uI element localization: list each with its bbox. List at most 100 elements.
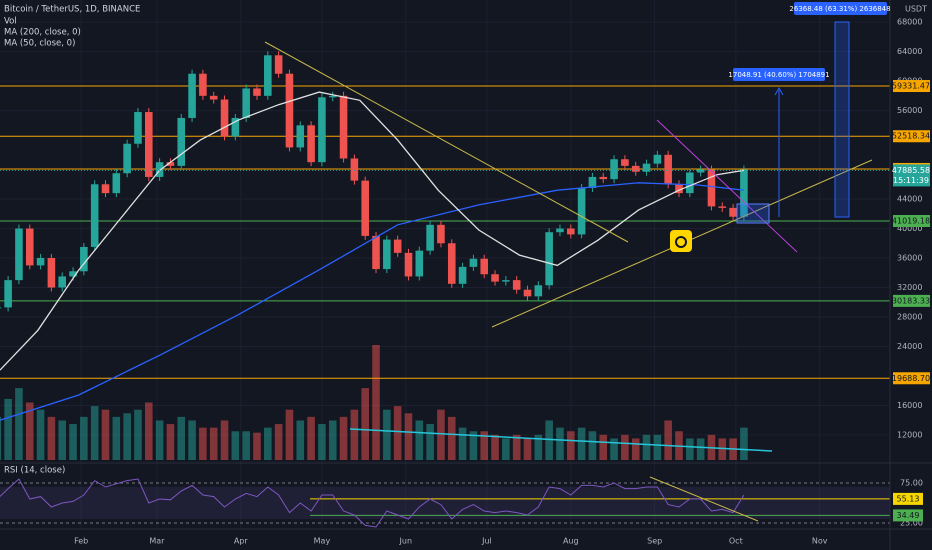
candle [177,117,186,166]
level-label: 59331.47 [892,82,930,91]
volume-bar [15,388,23,460]
candle [675,184,683,194]
candle [296,125,305,148]
volume-bar [567,431,575,460]
volume-bar [383,409,391,460]
measure-label-bg [794,2,887,15]
volume-bar [328,420,337,460]
y-tick-label: 12000 [897,430,922,439]
candle [134,112,142,144]
volume-bar [404,413,413,460]
volume-bar [480,431,489,460]
volume-bar [350,409,359,460]
y-tick-label: 36000 [897,254,922,263]
volume-bar [523,438,532,460]
x-tick-label: Jun [399,537,413,546]
volume-bar [718,438,727,460]
currency: USDT [905,5,927,14]
x-tick-label: Sep [647,537,662,546]
volume-bar [393,406,402,460]
y-tick-label: 40000 [897,224,922,233]
volume-bar [177,416,186,460]
volume-bar [253,432,261,460]
candle [285,73,294,148]
measure-box [834,21,850,218]
volume-bar [274,424,283,460]
level-label-bg [893,215,930,228]
volume-bar [69,424,77,460]
candle [664,154,672,185]
symbol-title: Bitcoin / TetherUS, 1D, BINANCE [4,5,140,15]
candle [621,159,629,166]
volume-bar [134,409,142,460]
trendline [264,41,629,243]
rsi-level-bg [893,509,923,522]
x-tick-label: Oct [729,537,743,546]
candle [166,162,175,166]
y-tick-label: 16000 [897,401,922,410]
volume-bar [264,427,272,460]
candle [90,184,99,247]
arrow-head [774,86,784,96]
level-label: 19688.70 [892,374,930,383]
candle [253,88,261,96]
volume-bar [610,438,618,460]
volume-bar [90,406,99,460]
candle [361,180,369,236]
camera-lens [675,236,687,248]
level-label-bg [893,130,930,143]
candle [199,73,207,96]
volume-bar [231,431,240,460]
countdown: 15:11:39 [893,176,929,185]
volume-bar [534,434,543,460]
candle [599,176,608,180]
moving-average [0,91,745,371]
candle [220,99,229,137]
measure-label: 26368.48 (63.31%) 2636848 [789,5,890,13]
level-label: 41019.18 [892,217,930,226]
candle [15,228,23,281]
volume-bar [577,427,586,460]
volume-bar [144,402,153,460]
candle [740,169,748,217]
candle [123,143,131,174]
y-tick-label: 64000 [897,47,922,56]
volume-bar [372,345,380,460]
candle [69,271,77,277]
volume-bar [36,409,45,460]
volume-bar [642,434,651,460]
candle [653,154,662,164]
volume-bar [209,427,218,460]
volume-bar [220,420,229,460]
rsi-level-label: 34.49 [897,511,920,520]
candle [426,224,434,251]
volume-trendline [349,428,773,452]
candle [242,88,250,118]
volume-bar [4,398,12,460]
candle [80,246,88,272]
candle [393,239,402,253]
volume-bar [631,438,640,460]
candle [0,307,2,309]
rsi-pane [0,478,890,528]
rsi-line [0,478,745,528]
x-tick-label: Jul [481,537,492,546]
volume-bar [242,431,250,460]
volume-bar [469,431,478,460]
volume-bar [361,388,369,460]
moving-average [0,182,744,421]
level-label-bg [893,372,930,385]
candle [339,95,348,159]
last-price-label: 47885.58 [892,166,930,175]
candle [491,274,499,282]
volume-bar [47,416,56,460]
x-tick-label: Mar [149,537,165,546]
candle [512,280,521,290]
rsi-band [0,487,890,519]
candle [631,165,640,172]
candle [437,224,445,244]
y-tick-label: 56000 [897,106,922,115]
volume-bar [447,416,456,460]
candle [36,258,45,266]
candle [264,55,272,96]
